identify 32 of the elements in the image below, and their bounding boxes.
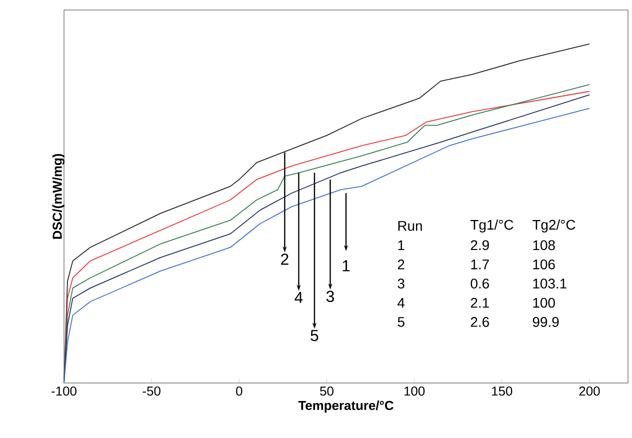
annotation: 3 bbox=[398, 278, 404, 289]
annotation: Run bbox=[398, 221, 422, 231]
annotation: 108 bbox=[533, 240, 555, 250]
annotation: 3 bbox=[326, 290, 334, 302]
x-tick-label: 0 bbox=[236, 386, 242, 396]
x-tick-label: 100 bbox=[404, 386, 425, 396]
annotation: 2 bbox=[398, 260, 404, 270]
annotation: 100 bbox=[533, 298, 555, 308]
annotation: 0.6 bbox=[470, 278, 489, 289]
annotation: Tg1/°C bbox=[470, 219, 514, 232]
annotation: 106 bbox=[533, 259, 555, 270]
annotation: 1 bbox=[398, 240, 404, 250]
annotation: 4 bbox=[294, 292, 303, 303]
annotation: 4 bbox=[398, 298, 405, 308]
x-tick-label: 200 bbox=[579, 386, 600, 396]
y-axis-title: DSC/(mW/mg) bbox=[52, 154, 64, 239]
annotation: Tg2/°C bbox=[532, 219, 576, 232]
annotation: 2.6 bbox=[470, 317, 489, 327]
x-tick-label: -50 bbox=[142, 386, 160, 396]
x-tick-label: 150 bbox=[492, 386, 512, 396]
annotation: 2.9 bbox=[470, 240, 489, 250]
annotation: 1 bbox=[342, 260, 350, 272]
annotation: 2.1 bbox=[470, 298, 489, 308]
annotation: 2 bbox=[281, 254, 288, 265]
annotation: 5 bbox=[310, 330, 318, 342]
annotation: 99.9 bbox=[532, 317, 559, 327]
annotation: 103.1 bbox=[533, 278, 566, 289]
annotation: 5 bbox=[398, 317, 404, 327]
x-axis-title: Temperature/°C bbox=[298, 400, 394, 413]
x-tick-label: -100 bbox=[52, 386, 76, 396]
x-tick-label: 50 bbox=[320, 386, 334, 396]
annotation: 1.7 bbox=[471, 260, 489, 270]
